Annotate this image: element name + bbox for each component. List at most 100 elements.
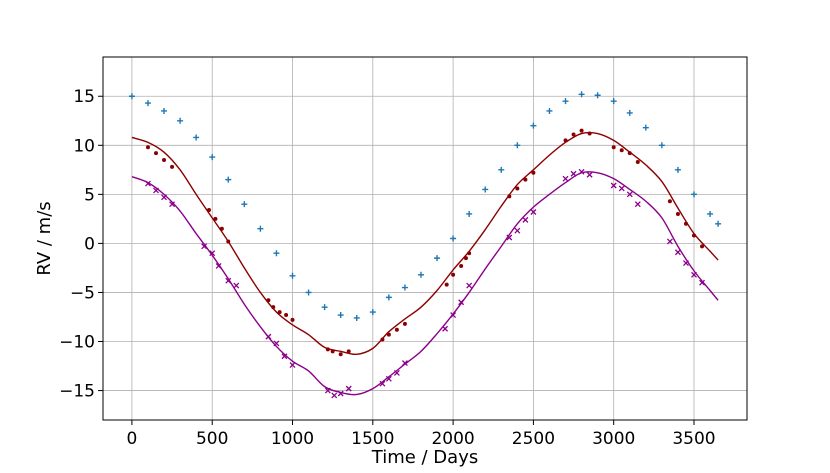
data-point [667,199,672,204]
data-point [466,282,473,289]
plot-area [128,91,722,399]
data-point [514,227,521,234]
y-tick-label: 5 [84,185,95,205]
x-axis-ticks: 0 500 1000 1500 2000 2500 3000 3500 [126,420,716,449]
data-point [233,282,240,289]
model-curve [131,171,719,396]
data-point [579,128,584,133]
y-tick-label: 15 [73,87,95,107]
data-point [434,255,441,262]
data-point [531,170,536,175]
series-0 [128,91,722,321]
data-point [444,282,449,287]
data-point [394,327,399,332]
data-point [209,250,216,257]
y-axis-ticks: −15 −10 −5 0 5 10 15 [59,87,103,402]
data-point [153,151,158,156]
data-point [626,191,633,198]
data-point [506,234,513,241]
data-point [128,93,135,100]
data-point [515,186,520,191]
data-point [611,145,616,150]
x-tick-label: 2500 [512,429,555,449]
data-point [675,211,680,216]
data-point [674,249,681,256]
data-point [369,309,376,316]
data-point [498,166,505,173]
data-point [459,263,464,268]
data-point [353,314,360,321]
data-point [466,210,473,217]
data-point [321,304,328,311]
data-point [257,225,264,232]
data-point [417,271,424,278]
data-point [193,134,200,141]
data-point [707,210,714,217]
data-point [666,238,673,245]
data-point [338,352,343,357]
data-point [289,362,296,369]
data-point [161,107,168,114]
y-tick-label: −5 [70,283,95,303]
data-point [700,244,705,249]
data-point [385,375,392,382]
data-point [201,243,208,250]
data-point [635,159,640,164]
y-axis-label: RV / m/s [34,201,55,275]
x-tick-label: 3000 [592,429,635,449]
data-point [305,289,312,296]
series-2 [145,168,705,399]
data-point [169,201,176,208]
y-tick-label: 0 [84,234,95,254]
data-point [618,185,625,192]
y-tick-label: 10 [73,136,95,156]
data-point [634,201,641,208]
x-tick-label: 3500 [672,429,715,449]
data-point [658,142,665,149]
data-point [482,186,489,193]
data-point [273,250,280,257]
data-point [451,272,456,277]
data-point [674,166,681,173]
data-point [209,154,216,161]
grid-lines [103,57,747,420]
data-point [523,177,528,182]
data-point [610,182,617,189]
data-point [546,107,553,114]
data-point [331,392,338,399]
data-point [337,312,344,319]
data-point [642,124,649,131]
series-4 [131,171,719,396]
data-point [578,91,585,98]
data-point [571,132,576,137]
x-tick-label: 2000 [431,429,474,449]
data-point [562,175,569,182]
data-point [284,313,289,318]
data-point [699,279,705,286]
data-point [715,220,722,227]
data-point [144,100,151,107]
data-point [289,272,296,279]
data-point [594,92,601,99]
data-point [290,317,295,322]
data-point [213,216,218,221]
x-tick-label: 500 [196,429,228,449]
data-point [225,176,232,183]
data-point [619,148,624,153]
data-point [530,122,537,129]
data-point [177,117,184,124]
data-point [626,109,633,116]
data-point [514,142,521,149]
data-point [562,98,569,105]
data-point [610,98,617,105]
x-tick-label: 1500 [351,429,394,449]
model-curve [131,131,719,356]
x-axis-label: Time / Days [371,447,478,468]
data-point [385,294,392,301]
data-point [401,284,408,291]
data-point [162,158,167,163]
data-point [277,310,282,315]
data-point [522,216,529,223]
data-point [281,353,288,360]
